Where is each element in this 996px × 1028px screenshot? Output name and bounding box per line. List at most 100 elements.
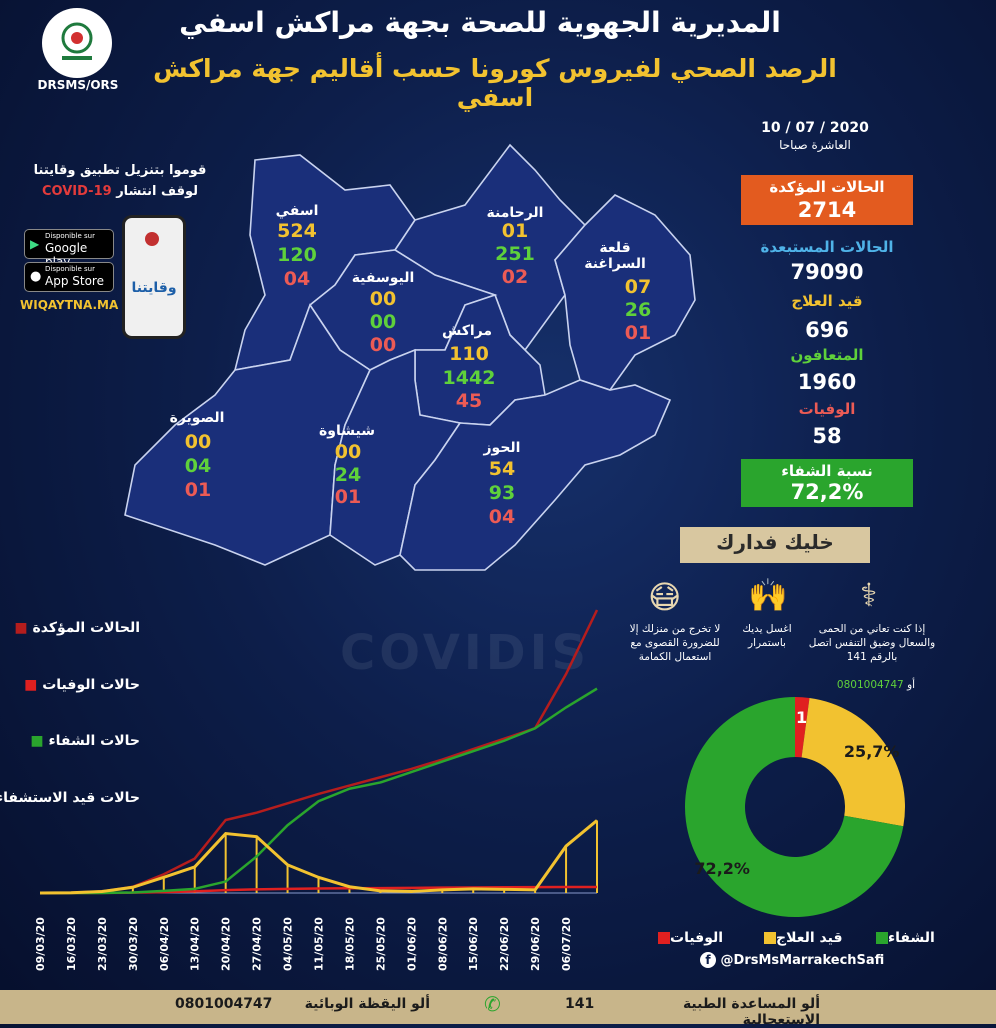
- facebook-handle[interactable]: f @DrsMsMarrakechSafi: [700, 952, 884, 968]
- footer-epi-label: ألو اليقظة الوبائية: [304, 996, 430, 1012]
- recovered-label: المتعافون: [790, 346, 864, 364]
- symptoms-number[interactable]: 0801004747: [836, 679, 904, 691]
- region-safi-confirmed: 524: [277, 220, 317, 242]
- treatment-value: 696: [805, 318, 849, 342]
- donut-legend-treatment: قيد العلاج: [758, 930, 843, 946]
- app-promo-prefix: لوقف انتشار: [116, 184, 198, 199]
- footer-medical-label: ألو المساعدة الطبية الاستعجالية: [682, 996, 820, 1028]
- symptoms-or: أو: [907, 679, 916, 691]
- donut-slice-0: [795, 697, 810, 758]
- donut-label-2: 72,2%: [694, 859, 750, 878]
- region-kelaa-confirmed: 07: [624, 276, 652, 298]
- treatment-label: قيد العلاج: [791, 292, 863, 310]
- hand-wash-icon: 🙌: [748, 576, 788, 614]
- x-tick-label-15: 22/06/20: [498, 917, 511, 971]
- covid-watermark: COVIDIS: [340, 625, 591, 681]
- legend-confirmed-label: الحالات المؤكدة: [32, 620, 140, 636]
- series-line-0: [39, 609, 599, 895]
- legend-recovered-swatch: ■: [30, 733, 44, 749]
- phone-icon: ✆: [484, 992, 501, 1016]
- logo-label: DRSMS/ORS: [37, 78, 119, 92]
- donut-legend-recovered-label: الشفاء: [888, 930, 935, 946]
- confirmed-label: الحالات المؤكدة: [769, 178, 885, 196]
- google-play-button[interactable]: ▶ Disponible sur Google play: [24, 229, 114, 269]
- region-kelaa-deaths: 01: [624, 322, 652, 344]
- recovery-rate-box: [741, 459, 913, 507]
- legend-hospitalized: حالات قيد الاستشفاء ■: [0, 790, 140, 806]
- confirmed-box: [741, 175, 913, 225]
- google-play-icon: ▶: [30, 237, 40, 251]
- app-promo-line1: قوموا بتنزيل تطبيق وقايتنا: [33, 163, 207, 178]
- region-map: [124, 143, 696, 571]
- distribution-donut: 2,1%25,7%72,2%: [685, 697, 905, 917]
- app-name: وقايتنا: [131, 280, 177, 296]
- x-tick-label-16: 29/06/20: [529, 917, 542, 971]
- legend-recovered-label: حالات الشفاء: [48, 733, 140, 749]
- region-youssoufia-recovered: 00: [369, 311, 397, 333]
- region-chichaoua-name: شيشاوة: [319, 423, 375, 439]
- donut-slice-1: [801, 697, 905, 827]
- region-safi-deaths: 04: [283, 268, 311, 290]
- donut-slice-2: [685, 697, 904, 917]
- region-haouz-confirmed: 54: [488, 458, 516, 480]
- x-tick-label-6: 20/04/20: [220, 917, 233, 971]
- page-subtitle: الرصد الصحي لفيروس كورونا حسب أقاليم جهة…: [153, 54, 837, 112]
- region-essaouira-name: الصويرة: [169, 410, 225, 426]
- region-rhamna-deaths: 02: [501, 266, 529, 288]
- region-chichaoua-recovered: 24: [334, 464, 362, 486]
- region-safi-recovered: 120: [277, 244, 317, 266]
- province-essaouira[interactable]: [124, 303, 372, 566]
- stay-home-title: خليك فدارك: [716, 530, 834, 554]
- x-tick-label-13: 08/06/20: [436, 917, 449, 971]
- series-line-3: [39, 819, 598, 895]
- page-title: المديرية الجهوية للصحة بجهة مراكش اسفي: [179, 6, 781, 39]
- website-link[interactable]: WIQAYTNA.MA: [20, 298, 119, 312]
- legend-hospitalized-label: حالات قيد الاستشفاء: [0, 790, 140, 806]
- x-tick-label-8: 04/05/20: [282, 917, 295, 971]
- excluded-value: 79090: [790, 260, 864, 284]
- footer-medical-number[interactable]: 141: [565, 996, 595, 1012]
- symptoms-phone: 0801004747 أو: [826, 678, 926, 692]
- region-chichaoua-confirmed: 00: [334, 441, 362, 463]
- footer-epi-number[interactable]: 0801004747: [175, 996, 273, 1012]
- x-tick-label-9: 11/05/20: [313, 917, 326, 971]
- region-essaouira-confirmed: 00: [184, 431, 212, 453]
- region-safi-name: اسفي: [275, 203, 319, 219]
- wash-advice: اغسل يديك باستمرار: [742, 623, 792, 649]
- app-store-small: Disponible sur: [45, 265, 95, 273]
- facebook-icon: f: [700, 952, 716, 968]
- legend-confirmed-swatch: ■: [14, 620, 28, 636]
- region-marrakech-recovered: 1442: [442, 367, 496, 389]
- region-youssoufia-name: اليوسفية: [351, 270, 415, 286]
- donut-legend-deaths-label: الوفيات: [670, 930, 724, 946]
- x-tick-label-2: 23/03/20: [96, 917, 109, 971]
- province-haouz[interactable]: [399, 379, 672, 571]
- x-tick-label-4: 06/04/20: [158, 917, 171, 971]
- donut-legend-recovered-swatch: [876, 932, 888, 944]
- legend-recovered: حالات الشفاء ■: [0, 733, 140, 749]
- x-tick-label-5: 13/04/20: [189, 917, 202, 971]
- x-tick-label-1: 16/03/20: [65, 917, 78, 971]
- region-haouz-recovered: 93: [488, 482, 516, 504]
- facebook-text: @DrsMsMarrakechSafi: [720, 953, 885, 968]
- region-marrakech-deaths: 45: [455, 390, 483, 412]
- phone-mockup: وقايتنا: [122, 215, 186, 339]
- recovered-value: 1960: [797, 370, 857, 394]
- app-store-button[interactable]: ● Disponible sur App Store: [24, 262, 114, 292]
- legend-confirmed: الحالات المؤكدة ■: [0, 620, 140, 636]
- legend-deaths-swatch: ■: [24, 677, 38, 693]
- province-kelaa[interactable]: [554, 194, 696, 391]
- app-store-big: App Store: [45, 274, 104, 288]
- report-time: العاشرة صباحا: [779, 138, 851, 152]
- stethoscope-icon: ⚕: [860, 576, 878, 614]
- stay-home-banner: [680, 527, 870, 563]
- donut-legend-deaths-swatch: [658, 932, 670, 944]
- apple-icon: ●: [30, 269, 42, 284]
- report-date: 10 / 07 / 2020: [761, 120, 869, 136]
- excluded-label: الحالات المستبعدة: [760, 238, 894, 256]
- region-kelaa-recovered: 26: [624, 299, 652, 321]
- ministry-emblem-icon: [61, 22, 93, 60]
- region-rhamna-recovered: 251: [495, 243, 535, 265]
- x-tick-label-10: 18/05/20: [343, 917, 356, 971]
- region-kelaa-name: قلعة السراغنة: [584, 240, 646, 272]
